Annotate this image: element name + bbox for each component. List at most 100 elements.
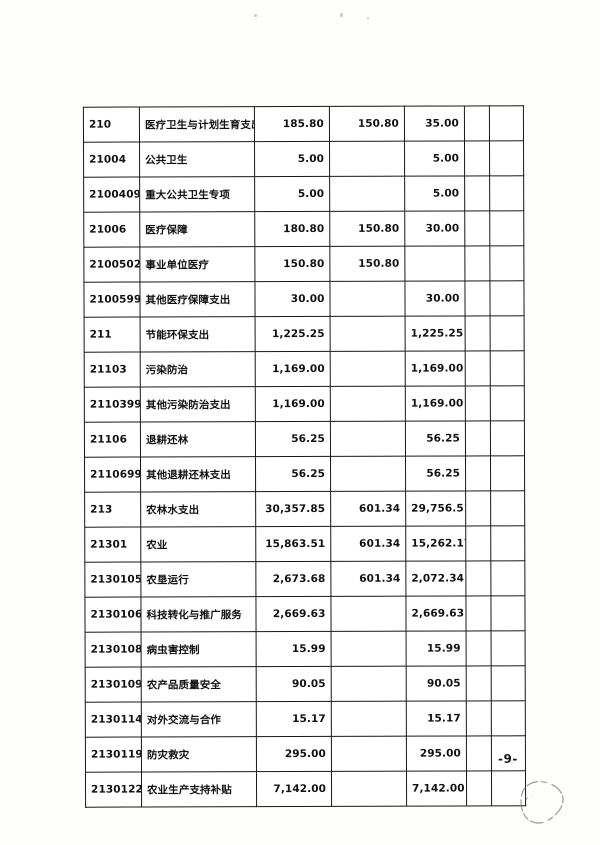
row-value-d-cell (465, 560, 491, 596)
row-total-cell: 185.80 (254, 106, 330, 142)
row-total-cell: 7,142.00 (256, 771, 332, 807)
row-code-cell: 2130109 (85, 667, 142, 703)
row-total-cell: 15.17 (256, 701, 332, 737)
row-total-cell: 15.99 (256, 631, 332, 667)
table-row: 21106 退耕还林 56.25 56.25 (84, 420, 525, 458)
row-value-b-cell (329, 141, 405, 177)
row-name-cell: 农林水支出 (140, 491, 256, 528)
row-name-cell: 其他医疗保障支出 (139, 281, 256, 318)
row-value-d-cell (465, 420, 491, 456)
row-name-cell: 公共卫生 (139, 141, 255, 178)
row-value-c-cell: 2,072.34 (405, 560, 466, 597)
row-code-cell: 2130114 (85, 702, 142, 738)
row-total-cell: 1,225.25 (255, 316, 331, 352)
row-code-cell: 2130122 (85, 772, 142, 808)
row-value-d-cell (464, 245, 490, 281)
row-value-c-cell: 15,262.17 (405, 525, 466, 562)
row-value-d-cell (465, 455, 491, 491)
budget-table: 210 医疗卫生与计划生育支出 185.80 150.80 35.00 21004 公共卫生… (83, 105, 526, 808)
row-value-c-cell (404, 245, 465, 282)
table-row: 211 节能环保支出 1,225.25 1,225.25 (84, 315, 525, 353)
row-name-cell: 其他污染防治支出 (140, 386, 256, 423)
table-row: 2130105 农垦运行 2,673.68 601.34 2,072.34 (84, 560, 525, 598)
table-row: 2110399 其他污染防治支出 1,169.00 1,169.00 (84, 385, 525, 423)
row-value-b-cell: 601.34 (330, 561, 406, 597)
row-value-c-cell: 1,169.00 (405, 350, 466, 387)
row-value-c-cell: 30.00 (404, 210, 465, 247)
row-name-cell: 退耕还林 (140, 421, 256, 458)
table-row: 210 医疗卫生与计划生育支出 185.80 150.80 35.00 (83, 105, 524, 143)
row-code-cell: 2110699 (84, 457, 141, 493)
budget-table-body: 210 医疗卫生与计划生育支出 185.80 150.80 35.00 21004 公共卫生… (83, 105, 526, 808)
row-value-e-cell (490, 315, 525, 351)
row-value-e-cell (490, 560, 525, 596)
row-value-c-cell: 35.00 (404, 105, 465, 142)
row-name-cell: 重大公共卫生专项 (139, 176, 255, 213)
row-value-d-cell (464, 210, 490, 246)
row-value-e-cell (490, 385, 525, 421)
row-total-cell: 5.00 (254, 176, 330, 212)
row-name-cell: 防灾救灾 (141, 736, 257, 773)
table-row: 2130106 科技转化与推广服务 2,669.63 2,669.63 (84, 595, 526, 633)
scan-artifact-blob (512, 778, 568, 826)
table-row: 2130109 农产品质量安全 90.05 90.05 (85, 665, 526, 703)
row-value-c-cell: 56.25 (405, 420, 466, 457)
row-value-b-cell: 150.80 (329, 246, 405, 282)
row-name-cell: 事业单位医疗 (139, 246, 255, 283)
row-name-cell: 科技转化与推广服务 (140, 596, 257, 633)
row-value-e-cell (489, 105, 524, 141)
row-value-e-cell (489, 210, 524, 246)
row-value-b-cell (330, 421, 406, 457)
row-value-d-cell (464, 175, 490, 211)
row-name-cell: 农业 (140, 526, 256, 563)
row-value-e-cell (491, 700, 526, 736)
row-value-d-cell (465, 385, 491, 421)
row-value-c-cell: 56.25 (405, 455, 466, 492)
row-total-cell: 56.25 (255, 421, 331, 457)
row-total-cell: 295.00 (256, 736, 332, 772)
scan-speckle (340, 13, 343, 17)
table-row: 2100502 事业单位医疗 150.80 150.80 (83, 245, 524, 283)
table-row: 2100599 其他医疗保障支出 30.00 30.00 (83, 280, 525, 318)
table-row: 213 农林水支出 30,357.85 601.34 29,756.51 (84, 490, 525, 528)
row-value-d-cell (464, 105, 490, 141)
row-code-cell: 2130106 (84, 597, 142, 633)
row-value-d-cell (465, 525, 491, 561)
row-value-b-cell (329, 176, 405, 212)
row-value-c-cell: 1,225.25 (405, 315, 466, 352)
row-value-e-cell (490, 420, 525, 456)
row-name-cell: 农业生产支持补贴 (141, 771, 257, 808)
row-total-cell: 5.00 (254, 141, 330, 177)
row-value-b-cell (330, 351, 406, 387)
row-code-cell: 211 (84, 317, 141, 353)
row-total-cell: 30,357.85 (255, 491, 331, 527)
row-value-c-cell: 5.00 (404, 175, 465, 212)
table-row: 21006 医疗保障 180.80 150.80 30.00 (83, 210, 524, 248)
row-value-b-cell: 150.80 (329, 211, 405, 247)
row-value-b-cell (330, 386, 406, 422)
row-value-c-cell: 1,169.00 (405, 385, 466, 422)
row-value-e-cell (490, 455, 525, 491)
row-value-b-cell: 601.34 (330, 491, 406, 527)
row-value-b-cell (330, 596, 407, 632)
row-code-cell: 2100599 (83, 282, 141, 318)
budget-table-container: 210 医疗卫生与计划生育支出 185.80 150.80 35.00 21004 公共卫生… (83, 105, 526, 808)
row-value-c-cell: 7,142.00 (406, 770, 467, 807)
row-value-e-cell (490, 350, 525, 386)
row-value-e-cell (489, 175, 524, 211)
row-total-cell: 2,673.68 (255, 561, 331, 597)
row-value-e-cell (491, 665, 526, 701)
row-value-e-cell (490, 525, 525, 561)
table-row: 2130108 病虫害控制 15.99 15.99 (85, 630, 526, 668)
row-value-d-cell (464, 280, 491, 316)
row-value-b-cell (331, 736, 407, 772)
page-number: -9- (498, 752, 518, 766)
row-value-c-cell: 15.17 (406, 700, 467, 737)
row-value-c-cell: 29,756.51 (405, 490, 466, 527)
row-value-b-cell (330, 456, 406, 492)
row-total-cell: 2,669.63 (255, 596, 332, 632)
row-total-cell: 56.25 (255, 456, 331, 492)
row-value-d-cell (465, 350, 491, 386)
row-value-d-cell (466, 665, 492, 701)
